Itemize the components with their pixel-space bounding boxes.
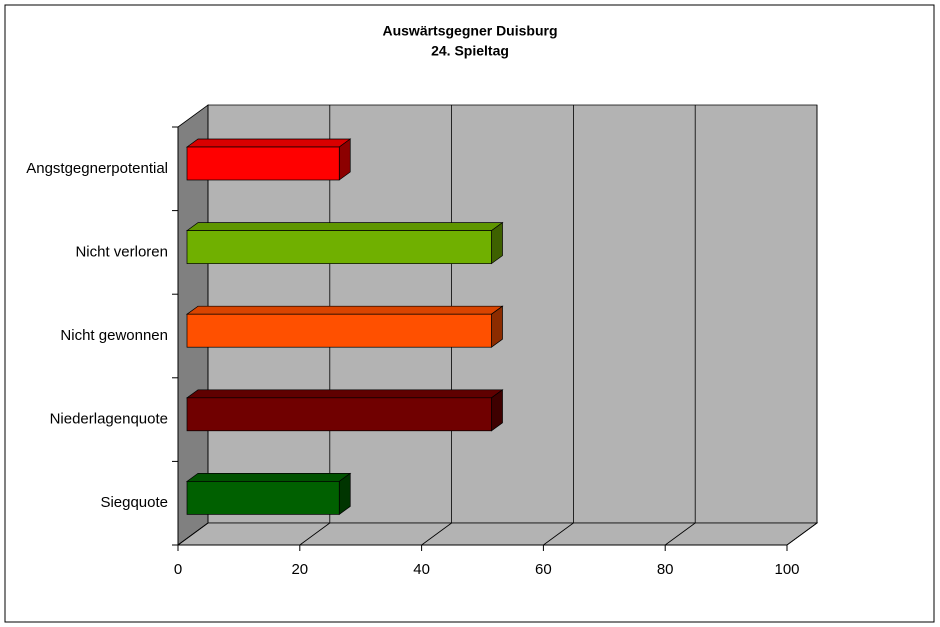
y-tick-label: Nicht gewonnen — [60, 327, 168, 344]
chart-title: Auswärtsgegner Duisburg — [382, 23, 557, 39]
x-tick-label: 40 — [413, 561, 430, 578]
x-tick-label: 0 — [174, 561, 182, 578]
bar-top — [185, 389, 504, 399]
bar — [185, 305, 504, 348]
bar-top — [185, 138, 352, 148]
floor — [176, 522, 819, 546]
bar — [185, 221, 504, 265]
bar-top — [185, 222, 504, 231]
bar-front — [186, 481, 340, 515]
chart-subtitle: 24. Spieltag — [431, 43, 509, 59]
bar-top — [185, 305, 504, 315]
y-tick-label: Siegquote — [100, 494, 168, 511]
bar — [185, 472, 352, 516]
bar-front — [186, 230, 492, 264]
x-tick-label: 60 — [535, 561, 552, 578]
grid-line — [786, 105, 818, 546]
bar-front — [186, 397, 492, 432]
grid-line — [664, 105, 696, 546]
bar-front — [186, 313, 492, 348]
bar-front — [186, 146, 340, 181]
bar-top — [185, 473, 352, 482]
grid-line — [543, 105, 574, 546]
y-tick-label: Niederlagenquote — [50, 411, 168, 428]
x-tick-label: 100 — [774, 561, 799, 578]
y-tick-label: Angstgegnerpotential — [26, 160, 168, 177]
bar — [185, 138, 352, 181]
bar — [185, 389, 504, 432]
x-tick-label: 80 — [657, 561, 674, 578]
y-tick-label: Nicht verloren — [75, 243, 168, 260]
x-tick-label: 20 — [291, 561, 308, 578]
